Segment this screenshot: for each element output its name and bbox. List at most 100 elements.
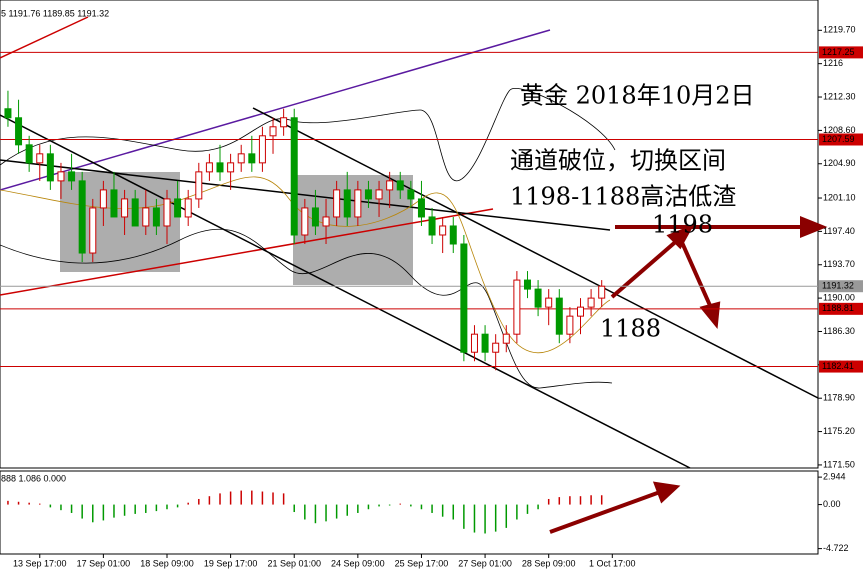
- candle-body: [174, 198, 182, 218]
- y-tick-label: 1171.50: [823, 459, 855, 469]
- x-tick-label: 17 Sep 01:00: [77, 558, 131, 568]
- candle-body: [375, 189, 383, 200]
- candle-body: [89, 207, 97, 254]
- candle-body: [99, 189, 107, 209]
- candle-body: [576, 306, 584, 317]
- x-tick-label: 18 Sep 09:00: [140, 558, 194, 568]
- level-tag: [819, 133, 863, 146]
- y-tick-label: 1193.70: [823, 259, 855, 269]
- candle-body: [269, 126, 277, 137]
- y-tick-label: 1219.70: [823, 25, 856, 35]
- level-label: 1182.41: [822, 361, 854, 371]
- candle-body: [248, 153, 256, 164]
- y-tick-label: 1178.90: [823, 393, 855, 403]
- annotation: 1198-1188高沽低渣: [510, 183, 736, 211]
- trend-lines: [0, 16, 819, 469]
- candle-body: [333, 189, 341, 218]
- candle-body: [481, 333, 489, 353]
- level-tag: [819, 360, 863, 373]
- candle-body: [534, 288, 542, 308]
- candle-body: [566, 315, 574, 335]
- level-label: 1207.59: [822, 134, 855, 144]
- x-tick-label: 28 Sep 09:00: [522, 558, 576, 568]
- candle-body: [322, 216, 330, 227]
- candle-body: [449, 225, 457, 245]
- candle-body: [68, 171, 76, 182]
- macd-tick-label: 2.944: [823, 471, 846, 481]
- candle-body: [343, 189, 351, 218]
- annotation: 通道破位，切换区间: [510, 147, 726, 175]
- candle-body: [311, 207, 319, 227]
- x-tick-label: 27 Sep 01:00: [458, 558, 512, 568]
- macd-frame: [0, 470, 819, 555]
- y-tick-label: 1204.90: [823, 158, 856, 168]
- level-tag: [819, 46, 863, 59]
- candle-body: [428, 216, 436, 236]
- candle-body: [163, 198, 171, 227]
- x-tick-label: 19 Sep 17:00: [204, 558, 258, 568]
- macd-header: 888 1.086 0.000: [1, 473, 66, 483]
- y-tick-label: 1197.40: [823, 226, 855, 236]
- level-tag: [819, 280, 863, 293]
- candle-body: [57, 171, 65, 182]
- macd-tick-label: -4.722: [823, 543, 849, 553]
- candle-body: [364, 189, 372, 200]
- candle-body: [15, 117, 23, 146]
- price-header: 5 1191.76 1189.85 1191.32: [1, 8, 109, 18]
- candle-body: [513, 279, 521, 335]
- y-tick-label: 1175.20: [823, 426, 855, 436]
- candle-body: [36, 153, 44, 164]
- candle-body: [502, 333, 510, 344]
- candle-body: [417, 198, 425, 218]
- candle-body: [237, 153, 245, 164]
- x-tick-label: 13 Sep 17:00: [13, 558, 67, 568]
- candle-body: [110, 189, 118, 218]
- y-tick-label: 1208.60: [823, 125, 856, 135]
- candle-body: [407, 189, 415, 200]
- range-box: [60, 172, 180, 272]
- candle-body: [290, 117, 298, 236]
- y-tick-label: 1216: [823, 58, 843, 68]
- candle-body: [205, 162, 213, 173]
- candle-body: [121, 198, 129, 218]
- candle-body: [470, 333, 478, 353]
- candle-body: [131, 198, 139, 227]
- candle-body: [439, 225, 447, 236]
- level-label: 1188.81: [822, 303, 854, 313]
- candle-body: [587, 297, 595, 308]
- level-tag: [819, 302, 863, 315]
- candle-body: [280, 117, 288, 128]
- candle-body: [258, 135, 266, 164]
- y-tick-label: 1201.10: [823, 192, 856, 202]
- candle-body: [78, 180, 86, 254]
- annotation: 黄金 2018年10月2日: [520, 82, 755, 110]
- candle-body: [545, 297, 553, 308]
- y-tick-label: 1212.30: [823, 91, 856, 101]
- candle-body: [152, 207, 160, 227]
- candle-body: [396, 180, 404, 191]
- arrows: [549, 216, 828, 534]
- y-tick-label: 1186.30: [823, 326, 855, 336]
- candle-body: [460, 243, 468, 353]
- x-tick-label: 25 Sep 17:00: [395, 558, 449, 568]
- range-box: [293, 175, 413, 285]
- annotation: 1188: [600, 315, 661, 343]
- candle-body: [46, 153, 54, 182]
- candle-body: [354, 189, 362, 218]
- candle-body: [523, 279, 531, 290]
- candle-body: [598, 285, 606, 299]
- candle-body: [184, 198, 192, 218]
- candle-body: [4, 108, 12, 119]
- annotation: 1198: [652, 211, 713, 239]
- candle-body: [142, 207, 150, 227]
- candle-body: [25, 144, 33, 164]
- candle-body: [386, 180, 394, 191]
- candle-body: [492, 342, 500, 353]
- x-tick-label: 24 Sep 09:00: [331, 558, 385, 568]
- candle-body: [301, 207, 309, 236]
- y-tick-label: 1190.00: [823, 292, 855, 302]
- level-label: 1191.32: [822, 281, 854, 291]
- macd-tick-label: 0.00: [823, 499, 841, 509]
- candle-body: [195, 171, 203, 200]
